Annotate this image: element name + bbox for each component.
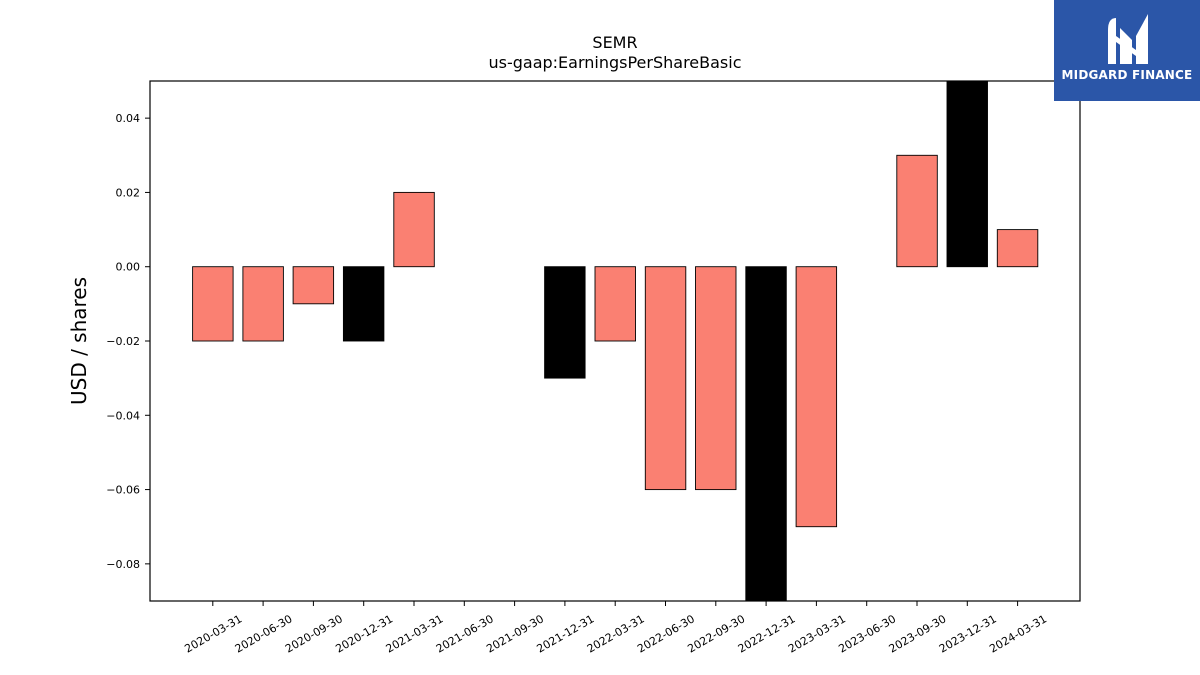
bar-2021-12-31 [544,266,586,379]
bar-2020-06-30 [242,266,284,342]
bar-2022-03-31 [594,266,636,342]
y-tick-label: 0.04 [116,112,141,125]
midgard-m-logo-icon [1108,14,1148,64]
chart-subtitle: us-gaap:EarningsPerShareBasic [488,53,741,72]
bar-2022-06-30 [644,266,687,491]
chart-title: SEMR [592,33,637,52]
bar-2023-09-30 [896,154,938,268]
bar-2020-03-31 [192,266,234,342]
bar-2024-03-31 [996,229,1039,268]
midgard-finance-logo: MIDGARD FINANCE [1054,0,1200,101]
y-tick-label: 0.00 [116,261,141,274]
y-tick-label: −0.08 [106,558,140,571]
y-tick-label: 0.02 [116,186,141,199]
bar-2022-12-31 [745,266,787,602]
bar-2020-12-31 [342,266,385,342]
bar-2020-09-30 [292,266,335,305]
bar-2022-09-30 [695,266,737,491]
brand-name: MIDGARD FINANCE [1061,68,1193,82]
y-axis: −0.08 −0.06 −0.04 −0.02 0.00 0.02 0.04 [106,112,150,571]
plot-frame [149,80,1081,602]
bar-2021-03-31 [393,191,435,268]
x-tick-label: 2024-03-31 [987,612,1049,655]
bar-2023-03-31 [795,266,838,528]
bars-group [192,80,1039,602]
x-axis: 2020-03-312020-06-302020-09-302020-12-31… [182,601,1049,656]
y-tick-label: −0.04 [106,409,140,422]
bar-2023-12-31 [946,80,988,268]
y-tick-label: −0.02 [106,335,140,348]
y-axis-label: USD / shares [67,277,91,405]
y-tick-label: −0.06 [106,484,140,497]
